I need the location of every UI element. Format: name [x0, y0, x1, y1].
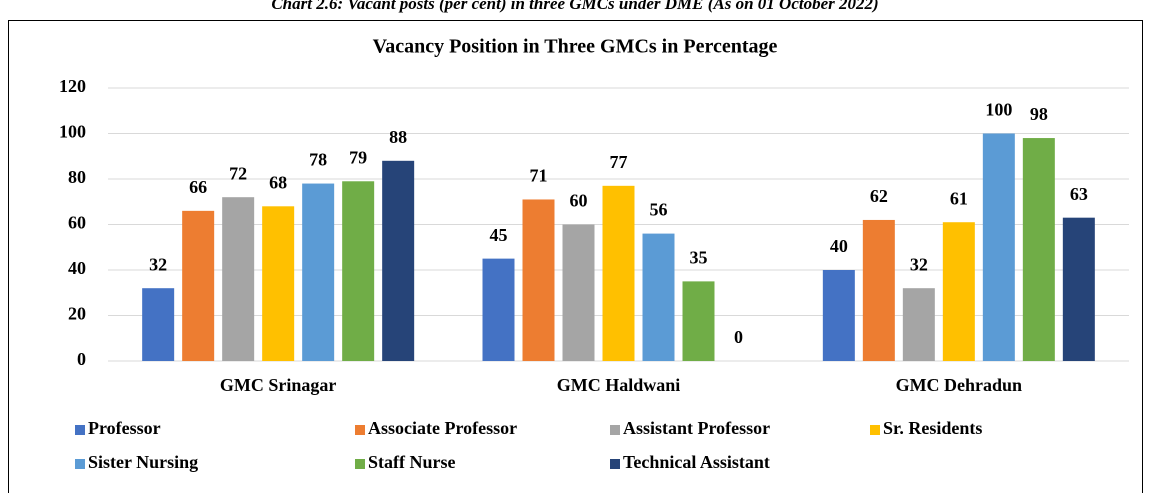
- bar: [382, 160, 415, 361]
- legend-label: Assistant Professor: [623, 418, 770, 438]
- bar: [902, 288, 935, 361]
- bar: [862, 219, 895, 361]
- data-label: 0: [734, 327, 743, 347]
- data-label: 100: [985, 100, 1012, 120]
- data-label: 78: [309, 150, 327, 170]
- legend-label: Professor: [88, 418, 161, 438]
- data-label: 35: [690, 248, 708, 268]
- bar: [182, 210, 215, 361]
- bar: [302, 183, 335, 361]
- legend-swatch: [355, 459, 365, 469]
- data-label: 60: [570, 191, 588, 211]
- legend-label: Sr. Residents: [883, 418, 982, 438]
- bar: [1062, 217, 1095, 361]
- data-label: 61: [950, 188, 968, 208]
- data-label: 56: [650, 200, 668, 220]
- legend-swatch: [75, 425, 85, 435]
- y-tick-label: 100: [59, 122, 86, 142]
- y-tick-label: 60: [68, 213, 86, 233]
- data-label: 32: [149, 254, 167, 274]
- legend-label: Technical Assistant: [623, 452, 770, 472]
- y-tick-label: 0: [77, 349, 86, 369]
- bar: [222, 197, 255, 361]
- caption: Chart 2.6: Vacant posts (per cent) in th…: [271, 0, 878, 13]
- legend-label: Associate Professor: [368, 418, 517, 438]
- data-label: 40: [830, 236, 848, 256]
- y-tick-label: 80: [68, 167, 86, 187]
- bar: [642, 233, 675, 361]
- legend-swatch: [870, 425, 880, 435]
- bar: [262, 206, 295, 361]
- legend-label: Staff Nurse: [368, 452, 456, 472]
- legend-label: Sister Nursing: [88, 452, 198, 472]
- legend-swatch: [610, 459, 620, 469]
- bar: [142, 288, 175, 361]
- bar: [602, 185, 635, 361]
- legend-swatch: [75, 459, 85, 469]
- legend-swatch: [610, 425, 620, 435]
- data-label: 88: [389, 127, 407, 147]
- data-label: 45: [490, 225, 508, 245]
- bar: [942, 222, 975, 361]
- data-label: 98: [1030, 104, 1048, 124]
- x-tick-label: GMC Srinagar: [220, 375, 337, 395]
- data-label: 62: [870, 186, 888, 206]
- data-label: 32: [910, 254, 928, 274]
- chart-title: Vacancy Position in Three GMCs in Percen…: [373, 36, 778, 58]
- data-label: 66: [189, 177, 207, 197]
- data-label: 71: [530, 166, 548, 186]
- bar: [522, 199, 555, 361]
- data-label: 77: [610, 152, 628, 172]
- bar: [822, 270, 855, 361]
- bar: [482, 258, 515, 361]
- data-label: 63: [1070, 184, 1088, 204]
- y-tick-label: 20: [68, 304, 86, 324]
- y-tick-label: 120: [59, 76, 86, 96]
- data-label: 68: [269, 172, 287, 192]
- legend-swatch: [355, 425, 365, 435]
- bar: [562, 224, 595, 361]
- data-label: 79: [349, 147, 367, 167]
- bar: [342, 181, 375, 361]
- bar: [682, 281, 715, 361]
- data-label: 72: [229, 163, 247, 183]
- y-tick-label: 40: [68, 258, 86, 278]
- bar: [1022, 138, 1055, 361]
- bar: [982, 133, 1015, 361]
- x-tick-label: GMC Haldwani: [557, 375, 681, 395]
- x-tick-label: GMC Dehradun: [896, 375, 1023, 395]
